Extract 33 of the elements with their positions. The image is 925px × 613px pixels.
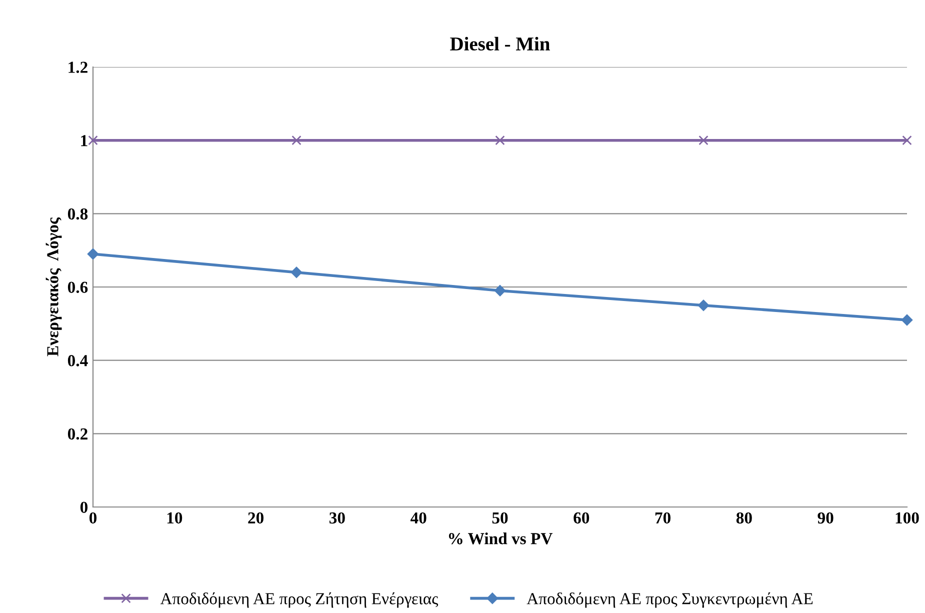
x-tick-label: 70 <box>655 512 670 524</box>
point <box>698 135 708 146</box>
point <box>495 135 505 146</box>
x-tick-label: 10 <box>167 512 182 524</box>
y-axis-title: Ενεργειακός Λόγος <box>46 217 62 356</box>
x-tick-label: 80 <box>736 512 752 524</box>
point <box>902 135 912 146</box>
point <box>494 285 506 296</box>
x-tick-label: 40 <box>410 512 426 524</box>
y-tick-label: 1 <box>81 135 88 146</box>
x-tick-label: 50 <box>492 512 508 524</box>
y-tick-label: 0.8 <box>68 208 88 220</box>
x-tick-label: 60 <box>574 512 590 524</box>
legend-label: Αποδιδόμενη ΑΕ προς Συγκεντρωμένη ΑΕ <box>526 592 813 608</box>
x-tick-label: 90 <box>818 512 834 524</box>
x-axis-title: % Wind vs PV <box>448 532 553 544</box>
y-tick-label: 0.4 <box>68 355 88 366</box>
point <box>901 314 913 326</box>
point <box>87 248 99 260</box>
point <box>88 135 98 146</box>
legend-label: Αποδιδόμενη ΑΕ προς Ζήτηση Ενέργειας <box>160 592 438 608</box>
x-tick-label: 30 <box>329 512 345 524</box>
x-tick-label: 0 <box>89 512 97 524</box>
y-tick-label: 0.6 <box>68 282 88 294</box>
y-tick-label: 0 <box>80 502 88 513</box>
x-tick-label: 100 <box>896 512 919 524</box>
y-tick-label: 1.2 <box>68 62 88 74</box>
x-tick-label: 20 <box>248 512 264 524</box>
point <box>290 266 302 278</box>
point <box>292 135 302 146</box>
point <box>698 300 710 311</box>
chart-title: Diesel - Min <box>450 36 550 51</box>
y-tick-label: 0.2 <box>68 428 88 440</box>
